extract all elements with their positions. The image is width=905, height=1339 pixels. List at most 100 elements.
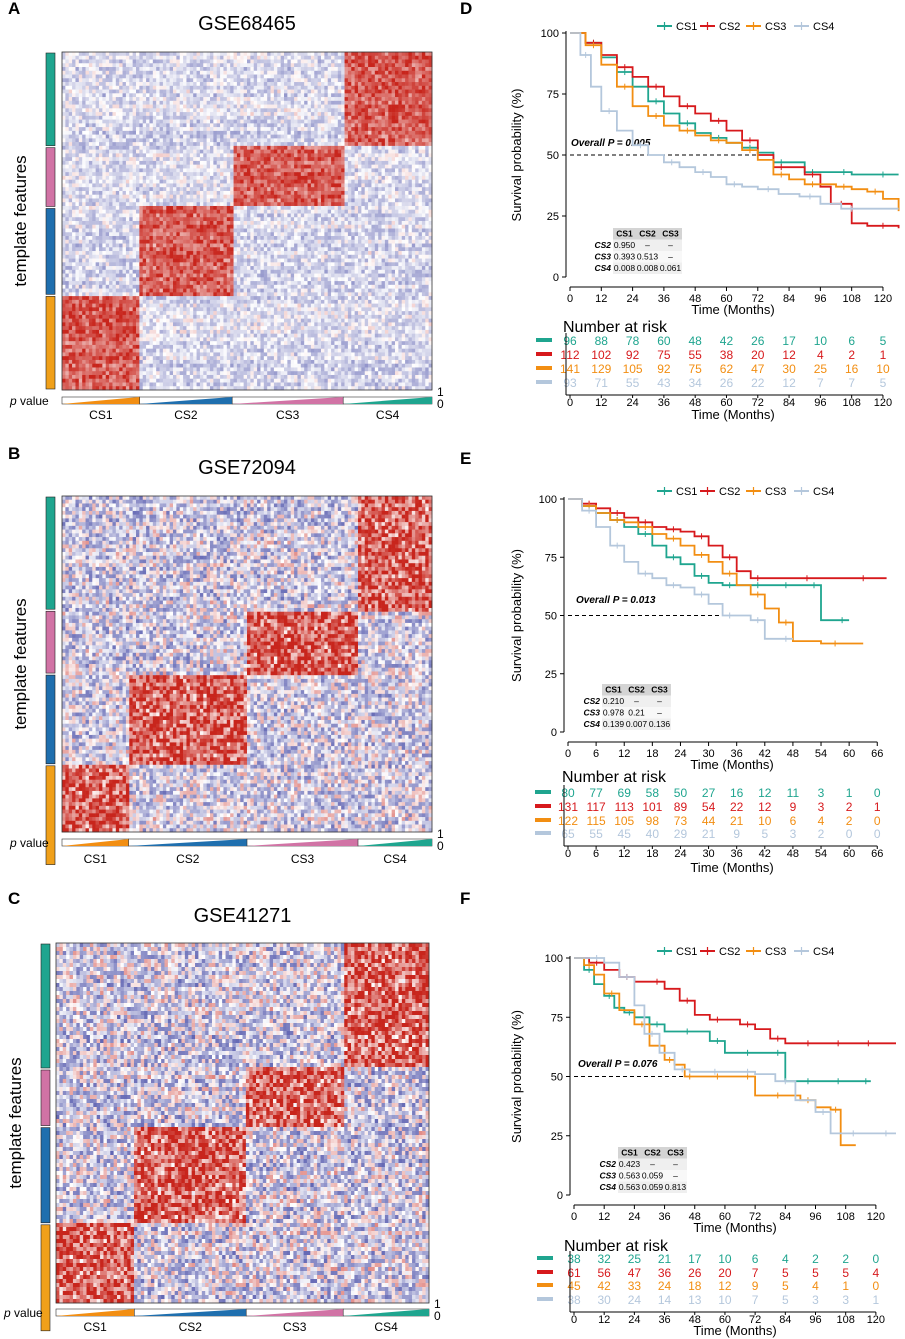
- heatmap-cell: [223, 56, 227, 60]
- heatmap-cell: [112, 86, 116, 90]
- heatmap-cell: [176, 60, 180, 64]
- heatmap-cell: [260, 63, 264, 67]
- heatmap-cell: [86, 52, 90, 56]
- heatmap-cell: [234, 90, 238, 94]
- heatmap-cell: [355, 52, 359, 56]
- heatmap-cell: [230, 78, 234, 82]
- heatmap-cell: [62, 56, 66, 60]
- heatmap-cell: [92, 67, 96, 71]
- heatmap-cell: [129, 82, 133, 86]
- heatmap-cell: [62, 63, 66, 67]
- heatmap-cell: [385, 90, 389, 94]
- heatmap-cell: [240, 52, 244, 56]
- heatmap-cell: [250, 82, 254, 86]
- heatmap-cell: [345, 112, 349, 116]
- heatmap-cell: [314, 116, 318, 120]
- heatmap-cell: [385, 78, 389, 82]
- heatmap-cell: [368, 75, 372, 79]
- heatmap-cell: [65, 97, 69, 101]
- heatmap-cell: [210, 63, 214, 67]
- heatmap-cell: [388, 63, 392, 67]
- heatmap-cell: [203, 56, 207, 60]
- heatmap-cell: [398, 63, 402, 67]
- heatmap-cell: [358, 101, 362, 105]
- heatmap-cell: [217, 105, 221, 109]
- heatmap-cell: [109, 67, 113, 71]
- heatmap-cell: [65, 52, 69, 56]
- heatmap-cell: [166, 67, 170, 71]
- heatmap-cell: [287, 63, 291, 67]
- heatmap-title: GSE68465: [198, 13, 296, 35]
- heatmap-cell: [311, 105, 315, 109]
- heatmap-cell: [321, 90, 325, 94]
- heatmap-cell: [260, 97, 264, 101]
- heatmap-cell: [112, 71, 116, 75]
- heatmap-cell: [223, 67, 227, 71]
- heatmap-cell: [287, 75, 291, 79]
- heatmap-cell: [109, 78, 113, 82]
- heatmap-cell: [415, 82, 419, 86]
- heatmap-cell: [234, 78, 238, 82]
- heatmap-cell: [75, 97, 79, 101]
- heatmap-cell: [297, 105, 301, 109]
- heatmap-cell: [425, 56, 429, 60]
- heatmap-cell: [244, 93, 248, 97]
- heatmap-cell: [193, 112, 197, 116]
- heatmap-cell: [402, 108, 406, 112]
- heatmap-cell: [106, 75, 110, 79]
- heatmap-cell: [264, 56, 268, 60]
- heatmap-cell: [355, 97, 359, 101]
- heatmap-cell: [190, 78, 194, 82]
- heatmap-cell: [190, 63, 194, 67]
- heatmap-cell: [314, 56, 318, 60]
- heatmap-cell: [314, 97, 318, 101]
- heatmap-cell: [136, 93, 140, 97]
- heatmap-cell: [308, 101, 312, 105]
- heatmap-cell: [297, 112, 301, 116]
- heatmap-cell: [368, 71, 372, 75]
- heatmap-cell: [62, 78, 66, 82]
- heatmap-cell: [143, 75, 147, 79]
- heatmap-cell: [355, 56, 359, 60]
- heatmap-cell: [358, 75, 362, 79]
- heatmap-cell: [75, 78, 79, 82]
- heatmap-cell: [271, 101, 275, 105]
- heatmap-cell: [230, 86, 234, 90]
- heatmap-cell: [318, 101, 322, 105]
- heatmap-cell: [207, 75, 211, 79]
- heatmap-cell: [321, 75, 325, 79]
- heatmap-cell: [69, 78, 73, 82]
- heatmap-cell: [264, 82, 268, 86]
- heatmap-cell: [331, 97, 335, 101]
- heatmap-cell: [116, 97, 120, 101]
- heatmap-cell: [331, 112, 335, 116]
- heatmap-cell: [217, 56, 221, 60]
- heatmap-cell: [213, 97, 217, 101]
- heatmap-cell: [160, 78, 164, 82]
- heatmap-cell: [398, 90, 402, 94]
- heatmap-cell: [109, 93, 113, 97]
- heatmap-cell: [375, 90, 379, 94]
- heatmap-cell: [203, 90, 207, 94]
- heatmap-cell: [207, 112, 211, 116]
- heatmap-cell: [308, 93, 312, 97]
- heatmap-cell: [338, 101, 342, 105]
- heatmap-cell: [264, 75, 268, 79]
- heatmap-cell: [334, 56, 338, 60]
- heatmap-cell: [227, 101, 231, 105]
- heatmap-cell: [89, 60, 93, 64]
- heatmap-cell: [106, 78, 110, 82]
- heatmap-cell: [79, 101, 83, 105]
- heatmap-cell: [328, 52, 332, 56]
- heatmap-cell: [378, 93, 382, 97]
- heatmap-cell: [348, 97, 352, 101]
- heatmap-cell: [368, 56, 372, 60]
- heatmap-cell: [149, 112, 153, 116]
- heatmap-cell: [223, 108, 227, 112]
- heatmap-cell: [200, 97, 204, 101]
- heatmap-cell: [247, 90, 251, 94]
- heatmap-cell: [220, 78, 224, 82]
- heatmap-cell: [415, 78, 419, 82]
- heatmap-cell: [153, 71, 157, 75]
- heatmap-cell: [116, 101, 120, 105]
